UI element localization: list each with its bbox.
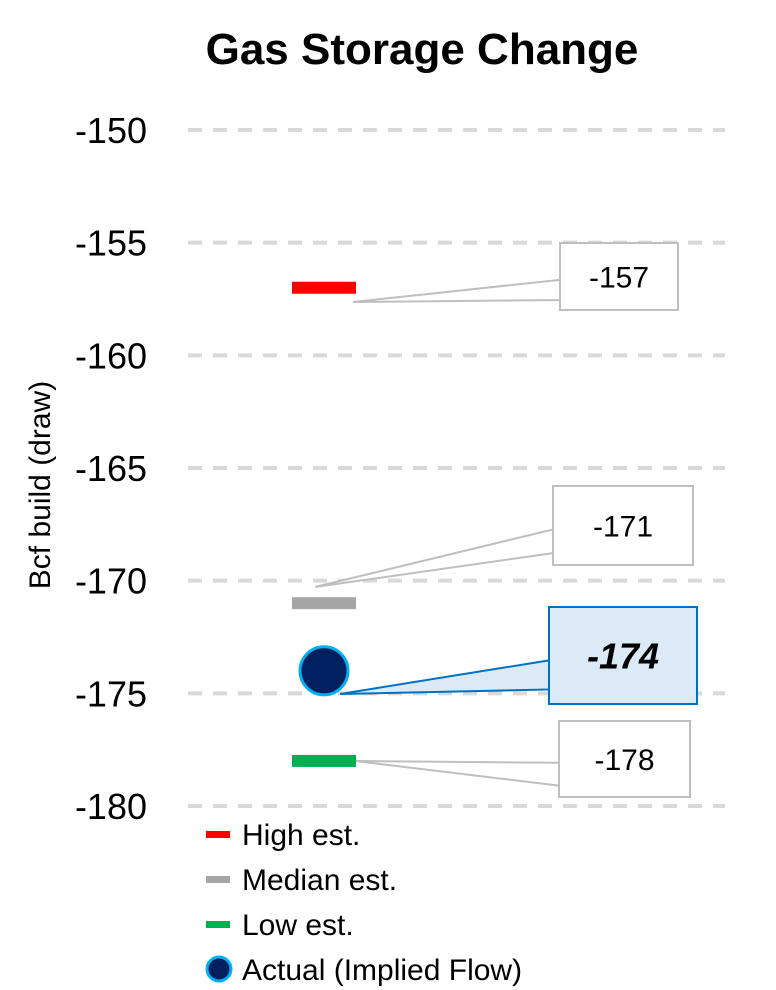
y-tick-label: -150 [75,110,147,151]
callout-leader [354,760,560,787]
callout-box [559,242,679,311]
callout-leader [314,528,554,588]
data-label: -174 [587,636,659,677]
actual-marker [298,645,350,697]
legend-swatch [205,955,233,983]
y-tick-labels: -150 -155 -160 -165 -170 -175 -180 [75,110,147,827]
legend-swatch [206,921,230,928]
y-tick-label: -170 [75,561,147,602]
y-tick-label: -165 [75,448,147,489]
estimate-marker [292,597,356,610]
callout-leader [339,659,550,695]
estimate-marker [292,754,356,767]
y-tick-label: -180 [75,786,147,827]
estimate-marker [292,281,356,294]
data-label: -157 [589,262,649,295]
chart-title: Gas Storage Change [206,25,639,74]
data-callouts: -157 -171 -178 -174 [314,242,698,798]
legend-swatch [206,831,230,838]
data-label: -171 [593,511,653,544]
legend: High est. Median est. Low est. Actual (Impl… [205,819,522,987]
legend-label: Actual (Implied Flow) [242,954,522,987]
y-axis-label: Bcf build (draw) [24,381,57,589]
data-label: -178 [594,744,654,777]
legend-label: High est. [242,819,360,852]
data-marks [292,281,356,767]
callout-box [552,485,694,566]
y-tick-label: -160 [75,335,147,376]
legend-label: Low est. [242,909,354,942]
callout-leader [352,278,561,303]
legend-label: Median est. [242,864,397,897]
callout-box [558,720,691,798]
y-tick-label: -175 [75,673,147,714]
y-tick-label: -155 [75,223,147,264]
callout-box [548,606,698,705]
legend-swatch [206,876,230,883]
